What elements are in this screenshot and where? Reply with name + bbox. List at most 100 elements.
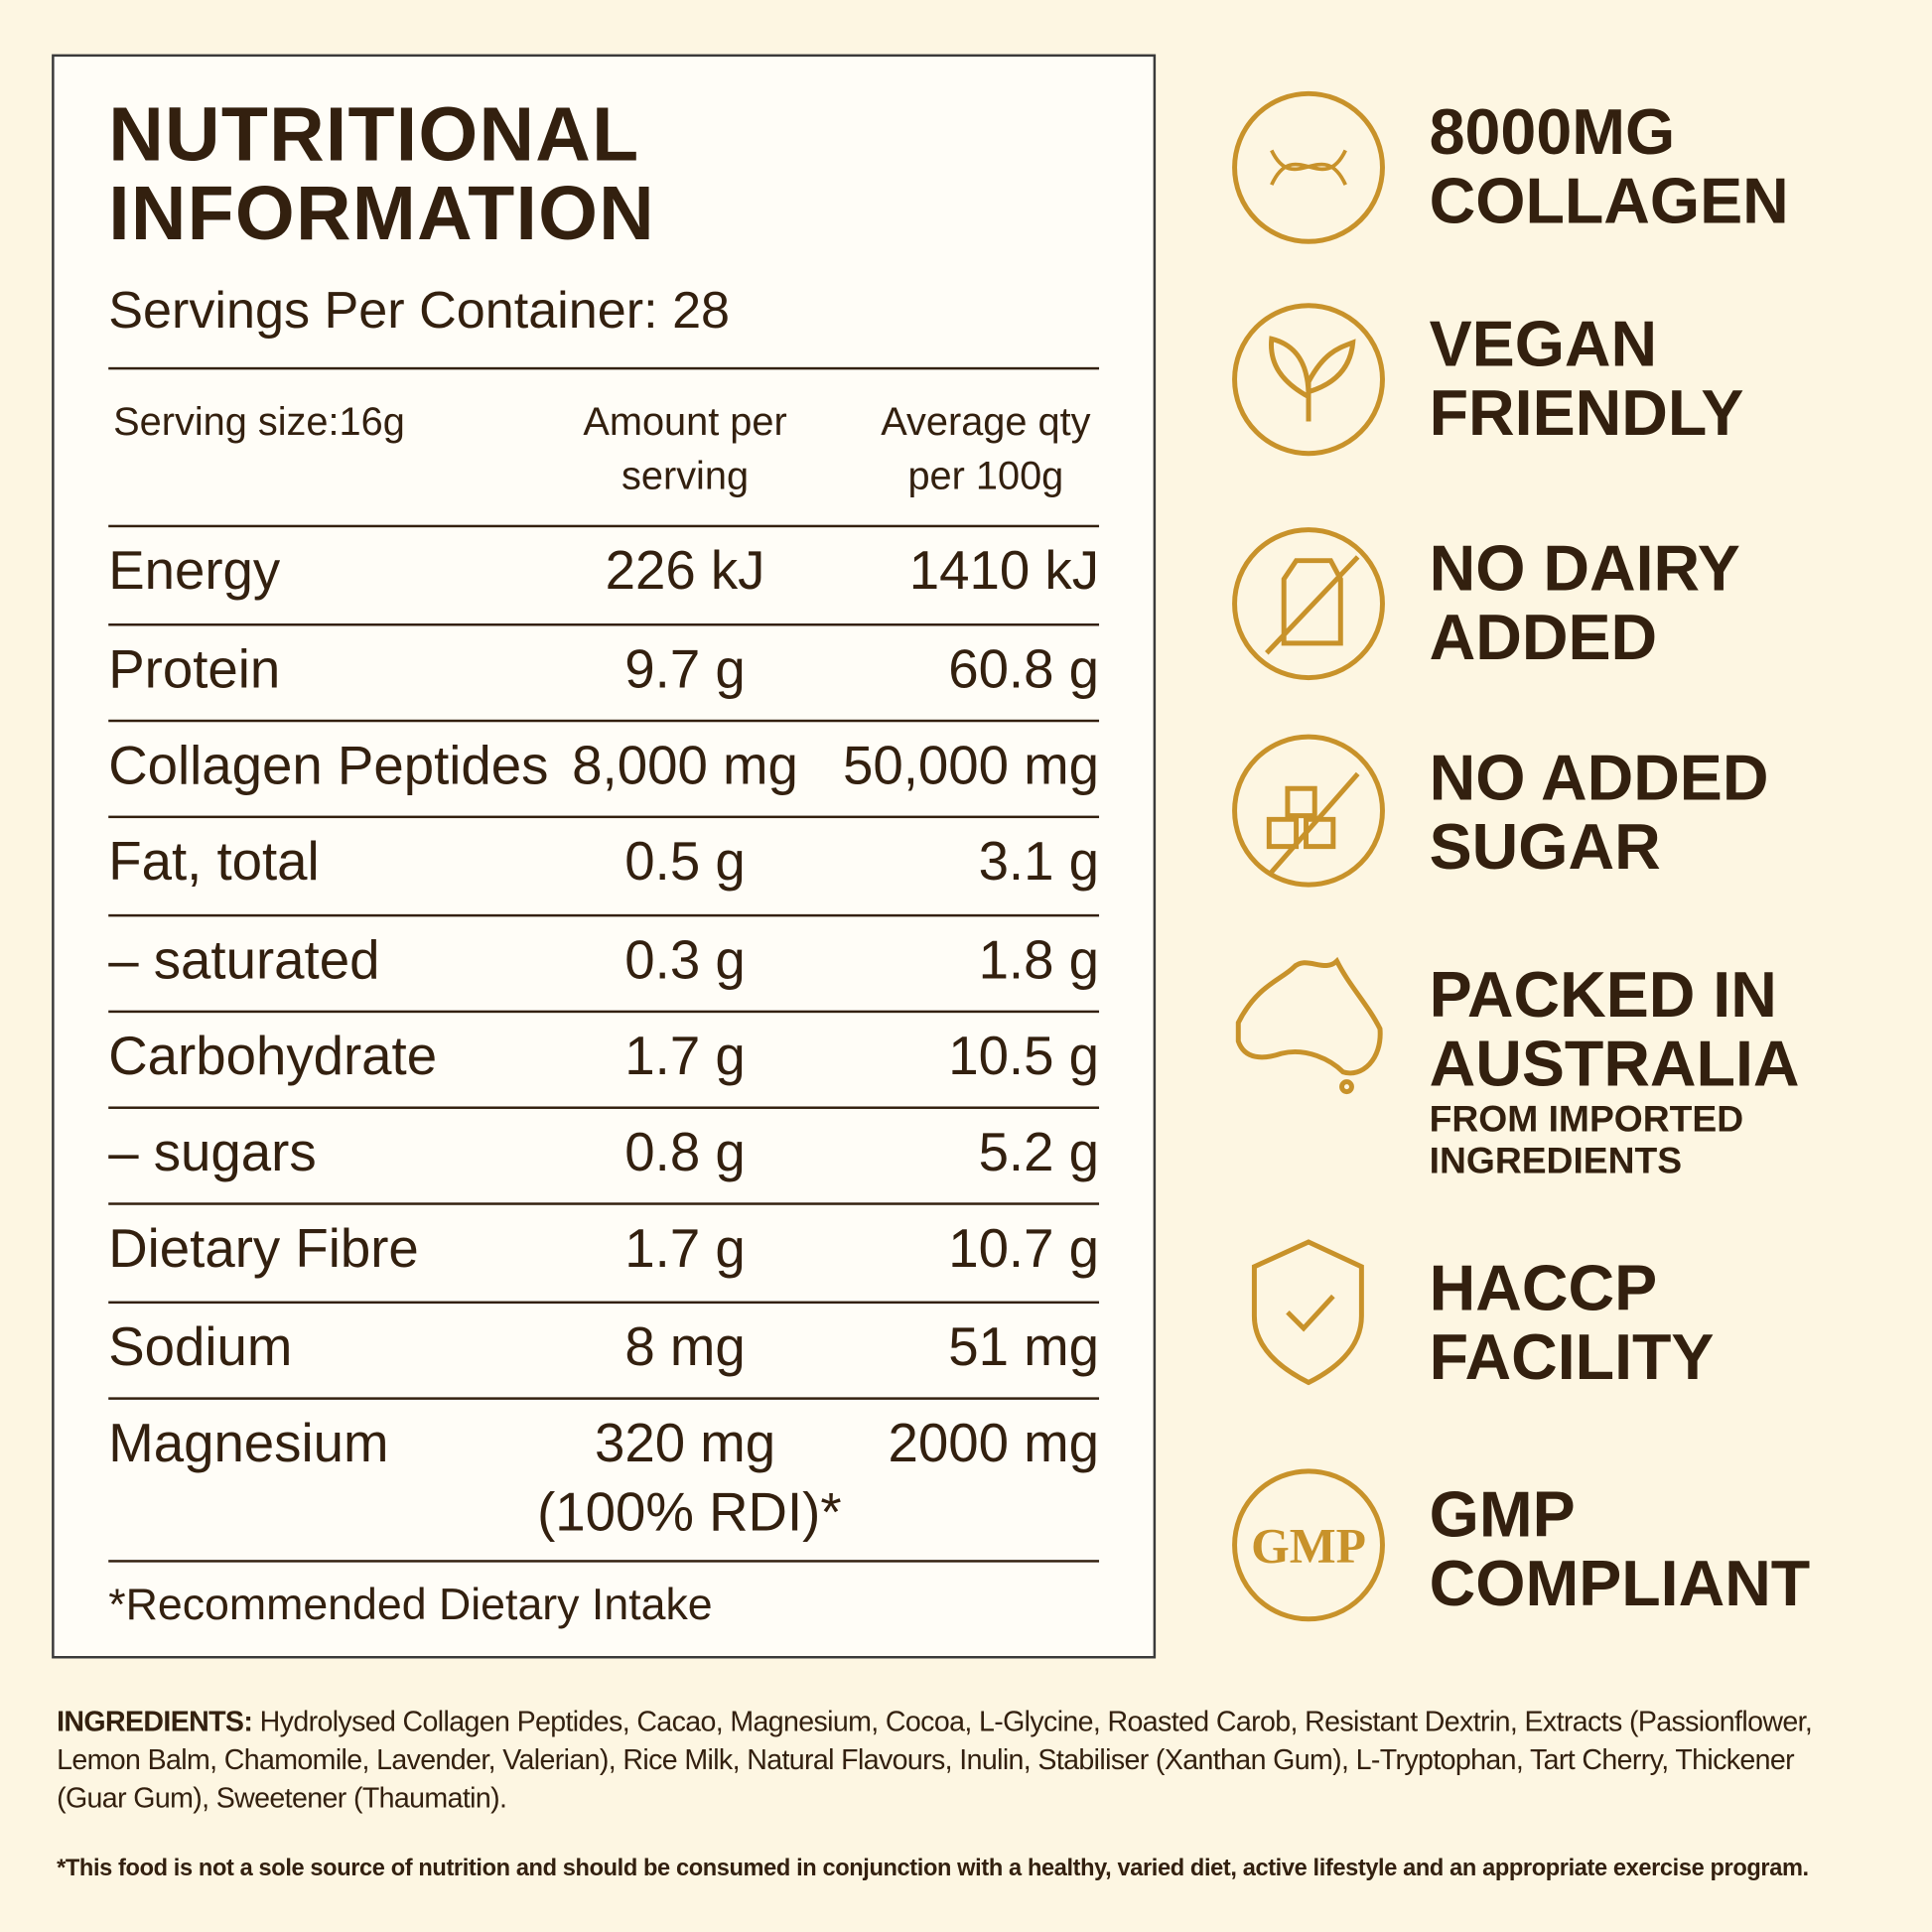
divider	[108, 524, 1100, 528]
text-line: 1.7 g	[624, 1218, 746, 1280]
badge-text: VEGAN FRIENDLY	[1430, 311, 1744, 449]
divider	[108, 1202, 1100, 1205]
text-line: HACCP	[1429, 1253, 1658, 1325]
text-line: SUGAR	[1429, 811, 1661, 884]
badge-text: GMP COMPLIANT	[1430, 1481, 1811, 1619]
per-serving: 320 mg (100% RDI)*	[537, 1410, 842, 1548]
text-line: 8000MG	[1429, 97, 1676, 170]
text-line: 1.7 g	[624, 1026, 746, 1087]
badge-text: NO DAIRY ADDED	[1430, 535, 1740, 673]
per-100g: 60.8 g	[948, 639, 1100, 700]
per-100g: 51 mg	[948, 1316, 1100, 1378]
text-line: NUTRITIONAL	[108, 92, 640, 178]
icon-dna	[1232, 90, 1385, 244]
divider	[108, 1397, 1100, 1400]
per-serving: 1.7 g	[537, 1215, 833, 1284]
badge-text: 8000MG COLLAGEN	[1430, 98, 1789, 236]
text-line: FRIENDLY	[1429, 378, 1744, 450]
disclaimer: *This food is not a sole source of nutri…	[57, 1856, 1809, 1882]
nutrition-panel	[52, 54, 1157, 1659]
divider	[108, 815, 1100, 819]
nutrient-name: Protein	[108, 639, 281, 700]
per-serving: 8 mg	[537, 1313, 833, 1382]
footnote: *Recommended Dietary Intake	[108, 1578, 713, 1629]
text-line: FROM IMPORTED	[1429, 1099, 1744, 1140]
text-line: Amount per	[583, 399, 787, 444]
divider	[108, 719, 1100, 723]
nutrient-name: Dietary Fibre	[108, 1218, 419, 1280]
icon-shield	[1251, 1239, 1364, 1386]
divider	[108, 1010, 1100, 1014]
icon-no-dairy	[1232, 527, 1385, 681]
column-header: Serving size:16g	[113, 399, 405, 444]
per-100g: 2000 mg	[888, 1413, 1100, 1474]
text-line: GMP	[1429, 1479, 1576, 1552]
per-serving: 0.5 g	[537, 828, 833, 897]
text-line: serving	[621, 453, 750, 498]
divider	[108, 1301, 1100, 1305]
text-line: INGREDIENTS	[1429, 1141, 1683, 1182]
text-line: (100% RDI)*	[537, 1482, 842, 1543]
text-line: Average qty	[881, 399, 1091, 444]
text-line: 8 mg	[624, 1316, 746, 1378]
text-line: 9.7 g	[624, 639, 746, 700]
text-line: per 100g	[907, 453, 1064, 498]
nutrient-name: Collagen Peptides	[108, 735, 549, 796]
per-100g: 50,000 mg	[842, 735, 1100, 796]
per-100g: 5.2 g	[978, 1122, 1100, 1183]
per-100g: 1.8 g	[978, 930, 1100, 991]
column-header: Amount per serving	[562, 394, 808, 502]
text-line: COMPLIANT	[1429, 1549, 1811, 1621]
text-line: 0.5 g	[624, 831, 746, 893]
text-line: FACILITY	[1429, 1321, 1715, 1394]
text-line: COLLAGEN	[1429, 166, 1789, 238]
text-line: 226 kJ	[605, 540, 765, 602]
per-100g: 3.1 g	[978, 831, 1100, 893]
nutrient-name: – saturated	[108, 930, 380, 991]
servings: Servings Per Container: 28	[108, 280, 731, 340]
nutrient-name: – sugars	[108, 1122, 317, 1183]
per-100g: 10.7 g	[948, 1218, 1100, 1280]
divider	[108, 913, 1100, 917]
badge-text: NO ADDED SUGAR	[1430, 745, 1769, 883]
per-100g: 1410 kJ	[908, 540, 1100, 602]
badge-icons: GMP	[1232, 90, 1385, 1622]
per-serving: 226 kJ	[537, 537, 833, 606]
text-line: 320 mg	[594, 1413, 776, 1474]
nutrient-name: Fat, total	[108, 831, 320, 893]
per-serving: 9.7 g	[537, 635, 833, 704]
nutrient-name: Sodium	[108, 1316, 293, 1378]
text-line: 0.3 g	[624, 930, 746, 991]
column-header: Average qty per 100g	[863, 394, 1109, 502]
divider	[108, 622, 1100, 626]
ingredients: INGREDIENTS: Hydrolysed Collagen Peptides…	[57, 1703, 1819, 1817]
nutrient-name: Magnesium	[108, 1413, 389, 1474]
text-line: ADDED	[1429, 602, 1658, 674]
nutrient-name: Carbohydrate	[108, 1026, 438, 1087]
text-line: 0.8 g	[624, 1122, 746, 1183]
per-serving: 8,000 mg	[537, 732, 833, 800]
badge-text: PACKED IN AUSTRALIA FROM IMPORTED INGREDIEN…	[1430, 961, 1800, 1182]
icon-gmp: GMP	[1232, 1468, 1385, 1622]
text-line: PACKED IN	[1429, 959, 1777, 1032]
icon-leaf	[1232, 303, 1385, 457]
nutrient-name: Energy	[108, 540, 281, 602]
per-serving: 0.3 g	[537, 926, 833, 995]
ingredients-label: INGREDIENTS:	[57, 1705, 253, 1737]
divider	[108, 366, 1100, 370]
text-line: AUSTRALIA	[1429, 1029, 1800, 1101]
badge-text: HACCP FACILITY	[1430, 1254, 1715, 1392]
per-serving: 1.7 g	[537, 1023, 833, 1091]
title: NUTRITIONAL INFORMATION	[108, 92, 655, 257]
text-line: INFORMATION	[108, 171, 655, 257]
badge-subtext: FROM IMPORTED INGREDIENTS	[1430, 1099, 1800, 1182]
text-line: NO DAIRY	[1429, 533, 1740, 606]
icon-australia	[1235, 956, 1383, 1095]
per-100g: 10.5 g	[948, 1026, 1100, 1087]
text-line: 8,000 mg	[572, 735, 798, 796]
text-line: NO ADDED	[1429, 743, 1769, 815]
icon-label: GMP	[1251, 1519, 1366, 1574]
divider	[108, 1560, 1100, 1563]
